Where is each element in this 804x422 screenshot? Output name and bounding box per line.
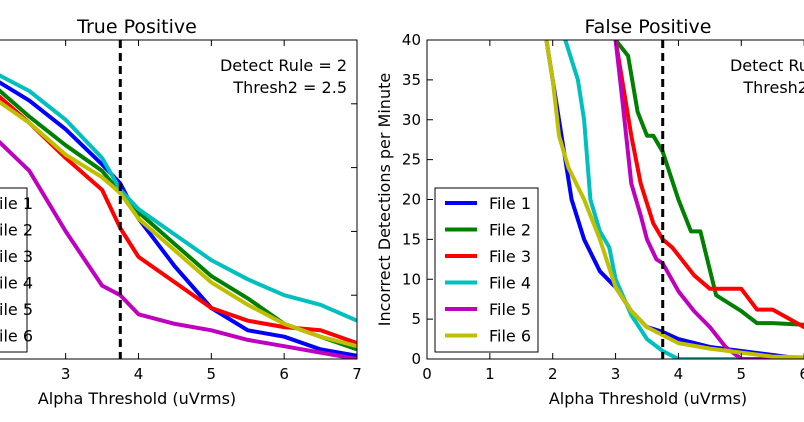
annotation-text: Thresh2 = 2.5 <box>742 78 804 97</box>
chart-title: False Positive <box>585 16 712 38</box>
x-tick-label: 6 <box>799 365 804 383</box>
legend: File 1 File 2 File 3 File 4 File 5 File 6 <box>0 187 33 353</box>
series-line-file-3 <box>0 94 357 345</box>
y-tick-label: 0 <box>411 350 421 368</box>
series-line-file-4 <box>0 73 357 323</box>
legend-label: File 5 <box>0 300 33 319</box>
x-tick-label: 4 <box>674 365 684 383</box>
y-tick-label: 10 <box>402 270 421 288</box>
legend-label: File 2 <box>0 221 33 240</box>
series-line-file-4 <box>563 40 804 359</box>
legend-label: File 1 <box>0 194 33 213</box>
legend-label: File 6 <box>0 327 33 346</box>
x-tick-label: 6 <box>279 365 289 383</box>
y-axis-label: Incorrect Detections per Minute <box>375 73 394 326</box>
y-tick-label: 5 <box>411 310 421 328</box>
x-tick-label: 3 <box>61 365 71 383</box>
y-tick-label: 40 <box>402 31 421 49</box>
legend-label: File 1 <box>489 194 531 213</box>
annotation-text: Detect Rule = 2 <box>730 56 804 75</box>
x-tick-label: 5 <box>737 365 747 383</box>
false-positive-panel: 0 1 2 3 4 5 6 0 5 10 15 20 25 30 35 40 False Positive Alp… <box>375 16 804 408</box>
legend-label: File 5 <box>489 300 531 319</box>
annotation-text: Detect Rule = 2 <box>220 56 347 75</box>
series-line-file-6 <box>0 99 357 349</box>
x-axis-label: Alpha Threshold (uVrms) <box>549 389 747 408</box>
series-line-file-3 <box>613 40 804 330</box>
y-tick-label: 15 <box>402 230 421 248</box>
series-line-file-5 <box>0 139 357 359</box>
x-axis-label: Alpha Threshold (uVrms) <box>38 389 236 408</box>
legend: File 1 File 2 File 3 File 4 File 5 File 6 <box>434 187 539 353</box>
legend-label: File 3 <box>489 247 531 266</box>
legend-label: File 4 <box>0 274 33 293</box>
legend-label: File 2 <box>489 221 531 240</box>
legend-label: File 4 <box>489 274 531 293</box>
annotation-text: Thresh2 = 2.5 <box>232 78 347 97</box>
legend-box <box>434 187 539 353</box>
y-tick-label: 20 <box>402 191 421 209</box>
x-tick-label: 0 <box>422 365 432 383</box>
x-tick-label: 4 <box>134 365 144 383</box>
x-tick-label: 3 <box>611 365 621 383</box>
x-tick-label: 1 <box>485 365 495 383</box>
y-tick-label: 25 <box>402 151 421 169</box>
legend-label: File 3 <box>0 247 33 266</box>
x-tick-label: 7 <box>352 365 362 383</box>
x-tick-label: 2 <box>548 365 558 383</box>
x-tick-label: 5 <box>207 365 217 383</box>
legend-label: File 6 <box>489 327 531 346</box>
series-line-file-2 <box>614 40 804 327</box>
legend-box <box>0 187 28 353</box>
series-line-file-6 <box>544 40 804 359</box>
y-tick-label: 30 <box>402 111 421 129</box>
chart-title: True Positive <box>76 16 197 38</box>
y-tick-label: 35 <box>402 71 421 89</box>
